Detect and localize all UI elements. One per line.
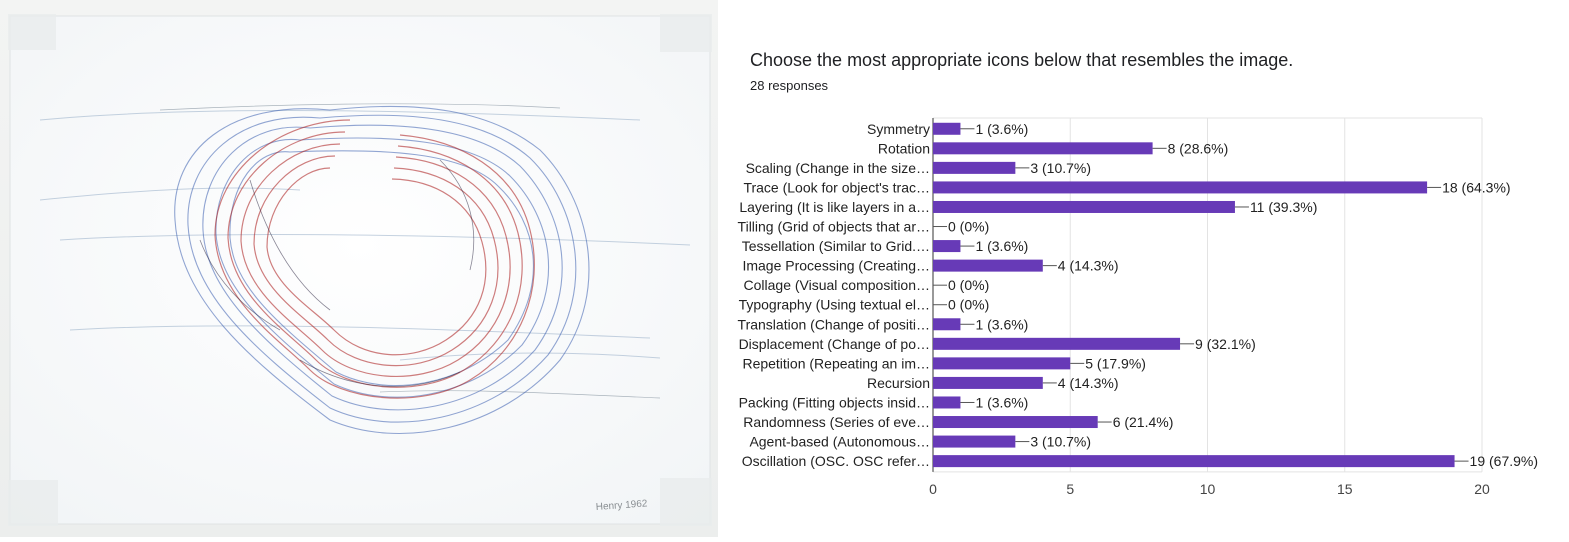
bar (933, 357, 1071, 370)
bar (933, 337, 1181, 350)
value-label: 0 (0%) (948, 219, 989, 235)
tape-corner (8, 480, 58, 526)
bar (933, 416, 1098, 429)
value-label: 0 (0%) (948, 297, 989, 313)
value-label: 0 (0%) (948, 277, 989, 293)
bar-chart: 0 5 10 15 20 Symmetry 1 (3.6%) Rotation 8 (28.6%… (738, 117, 1538, 497)
artwork-drawing: Henry 1962 (0, 0, 718, 537)
category-label: Rotation (878, 140, 930, 156)
value-label: 8 (28.6%) (1168, 140, 1229, 156)
category-label: Symmetry (867, 121, 930, 137)
category-label: Trace (Look for object's trac… (743, 179, 930, 195)
category-label: Displacement (Change of po… (739, 336, 930, 352)
category-label: Typography (Using textual el… (739, 297, 930, 313)
value-label: 4 (14.3%) (1058, 258, 1119, 274)
value-label: 1 (3.6%) (975, 238, 1028, 254)
x-tick-label: 5 (1066, 481, 1074, 497)
category-label: Scaling (Change in the size… (746, 160, 930, 176)
category-label: Agent-based (Autonomous… (749, 434, 930, 450)
value-label: 19 (67.9%) (1470, 453, 1538, 469)
category-label: Collage (Visual composition… (744, 277, 931, 293)
paper-sheet (9, 15, 711, 525)
value-label: 9 (32.1%) (1195, 336, 1256, 352)
bar (933, 318, 961, 331)
blue-ribbon (174, 105, 590, 435)
tape-corner (660, 478, 712, 526)
category-label: Recursion (867, 375, 930, 391)
value-label: 1 (3.6%) (975, 394, 1028, 410)
bar (933, 200, 1235, 213)
artwork-signature: Henry 1962 (595, 498, 648, 513)
category-label: Packing (Fitting objects insid… (739, 394, 930, 410)
bar (933, 376, 1043, 389)
category-label: Tilling (Grid of objects that ar… (738, 219, 930, 235)
tape-corner (8, 14, 56, 50)
bar (933, 142, 1153, 155)
background-strokes (39, 110, 691, 361)
value-label: 5 (17.9%) (1085, 355, 1146, 371)
value-label: 3 (10.7%) (1030, 434, 1091, 450)
value-label: 11 (39.3%) (1250, 199, 1317, 215)
bar (933, 122, 961, 135)
red-ribbon (214, 119, 535, 399)
bar (933, 240, 961, 253)
survey-response-card: Choose the most appropriate icons below … (718, 0, 1569, 537)
x-tick-label: 20 (1474, 481, 1490, 497)
question-title: Choose the most appropriate icons below … (750, 50, 1294, 70)
artwork-photo: Henry 1962 (0, 0, 718, 537)
bar (933, 455, 1455, 468)
category-label: Layering (It is like layers in a… (739, 199, 930, 215)
category-label: Tessellation (Similar to Grid.… (742, 238, 930, 254)
value-label: 1 (3.6%) (975, 316, 1028, 332)
bar (933, 259, 1043, 272)
response-count: 28 responses (750, 78, 829, 93)
value-label: 1 (3.6%) (975, 121, 1028, 137)
x-tick-label: 15 (1337, 481, 1353, 497)
value-label: 18 (64.3%) (1442, 179, 1510, 195)
category-label: Repetition (Repeating an im… (742, 355, 930, 371)
category-label: Image Processing (Creating… (742, 258, 930, 274)
x-tick-label: 0 (929, 481, 937, 497)
value-label: 3 (10.7%) (1030, 160, 1091, 176)
category-label: Oscillation (OSC. OSC refer… (742, 453, 930, 469)
x-tick-label: 10 (1200, 481, 1216, 497)
category-label: Translation (Change of positi… (738, 316, 930, 332)
value-label: 4 (14.3%) (1058, 375, 1119, 391)
bar (933, 181, 1428, 194)
bar (933, 161, 1016, 174)
bar (933, 396, 961, 409)
tape-corner (660, 14, 712, 52)
value-label: 6 (21.4%) (1113, 414, 1174, 430)
bar (933, 435, 1016, 448)
category-label: Randomness (Series of eve… (743, 414, 930, 430)
